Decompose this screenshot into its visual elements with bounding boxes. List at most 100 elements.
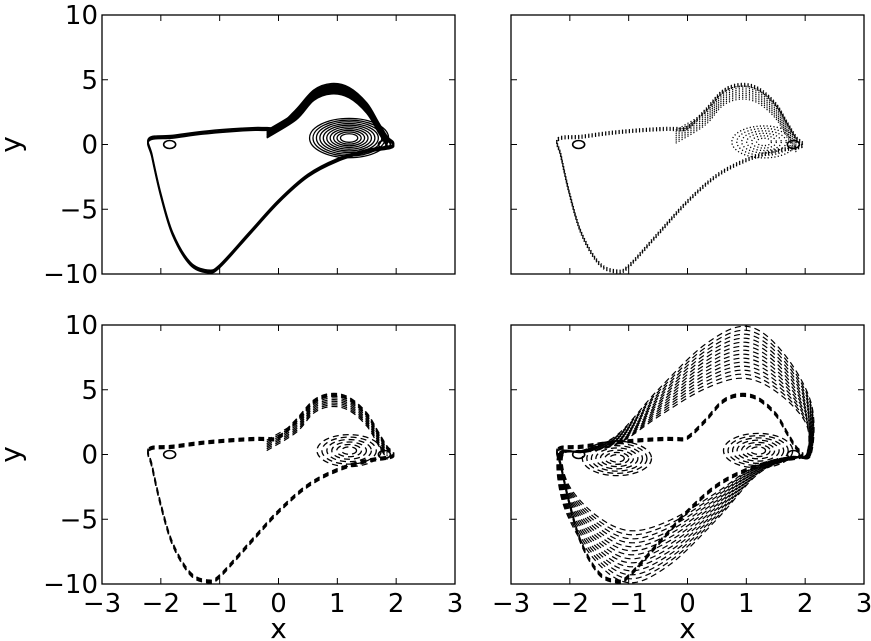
- x-tick-label: 0: [270, 589, 287, 619]
- attractor-main-loop: [147, 82, 395, 272]
- attractor-main-loop: [147, 394, 395, 583]
- attractor-main-loop: [556, 85, 804, 274]
- attractor-upper-ribbon: [675, 85, 797, 140]
- spiral-orbit: [731, 437, 785, 464]
- spiral-orbit: [736, 439, 780, 462]
- y-tick-label: 10: [65, 1, 98, 31]
- spiral-orbit: [731, 125, 797, 159]
- x-axis-label: x: [270, 612, 287, 641]
- spiral-orbit: [736, 127, 792, 157]
- attractor-upper-ribbon: [675, 94, 797, 149]
- spiral-orbit: [312, 119, 386, 157]
- spiral-orbit: [336, 443, 363, 458]
- spiral-orbit: [755, 137, 773, 147]
- attractor-upper-ribbon: [675, 89, 797, 144]
- spiral-orbit: [331, 441, 368, 460]
- y-tick-label: 10: [65, 311, 98, 341]
- attractor-upper-ribbon: [266, 398, 388, 454]
- x-tick-label: −3: [83, 589, 121, 619]
- attractor-main-loop: [556, 394, 804, 583]
- attractor-upper-ribbon: [675, 92, 797, 148]
- plot-frame: [510, 14, 865, 275]
- panel-top-right: [510, 14, 865, 275]
- x-tick-label: −2: [142, 589, 180, 619]
- attractor-upper-ribbon: [675, 87, 797, 142]
- spiral-orbit: [315, 121, 383, 155]
- spiral-orbit: [595, 447, 639, 470]
- spiral-orbit: [740, 441, 776, 460]
- symmetric-attractor-loop: [561, 373, 810, 536]
- attractor-main-loop: [556, 82, 804, 272]
- x-tick-label: −2: [551, 589, 589, 619]
- symmetric-attractor-loop: [558, 345, 813, 564]
- attractor-main-loop: [147, 395, 395, 584]
- y-axis-label: y: [0, 136, 27, 153]
- plot-frame: [101, 324, 456, 585]
- attractor-upper-ribbon: [266, 402, 388, 457]
- attractor-main-loop: [147, 392, 395, 582]
- spiral-orbit: [332, 129, 366, 147]
- x-tick-label: 2: [797, 589, 814, 619]
- symmetric-attractor-loop: [561, 377, 810, 532]
- y-tick-label: 5: [81, 376, 98, 406]
- spiral-orbit: [319, 122, 379, 154]
- spiral-orbit: [321, 436, 377, 465]
- spiral-orbit: [745, 444, 771, 458]
- x-tick-label: 1: [329, 589, 346, 619]
- spiral-orbit: [608, 454, 625, 463]
- attractor-upper-ribbon: [266, 400, 388, 455]
- x-tick-label: −1: [201, 589, 239, 619]
- symmetric-attractor-loop: [560, 365, 811, 544]
- trace-group: [556, 325, 815, 584]
- symmetric-attractor-loop: [557, 333, 814, 576]
- trace-group: [556, 82, 804, 274]
- attractor-main-loop: [556, 84, 804, 273]
- spiral-orbit: [326, 438, 372, 463]
- y-tick-label: −5: [60, 505, 98, 535]
- spiral-orbit: [722, 432, 794, 469]
- attractor-main-loop: [556, 392, 804, 582]
- spiral-orbit: [322, 124, 376, 152]
- attractor-main-loop: [147, 84, 395, 273]
- spiral-orbit: [746, 132, 782, 152]
- x-axis-label: x: [679, 612, 696, 641]
- attractor-main-loop: [147, 85, 395, 274]
- y-tick-label: 5: [81, 66, 98, 96]
- small-loop: [377, 449, 392, 460]
- trace-group: [147, 392, 395, 584]
- x-tick-label: −3: [492, 589, 530, 619]
- panel-bottom-right: −3 −2 −1 0 1 2 3 x: [492, 324, 871, 641]
- spiral-orbit: [581, 440, 653, 477]
- attractor-upper-ribbon: [266, 397, 388, 452]
- small-loop: [571, 139, 586, 150]
- small-loop: [571, 449, 586, 460]
- small-loop: [162, 139, 177, 150]
- small-loop: [162, 449, 177, 460]
- attractor-upper-ribbon: [266, 405, 388, 460]
- spiral-orbit: [727, 434, 789, 467]
- spiral-orbit: [590, 445, 644, 472]
- x-tick-label: 1: [738, 589, 755, 619]
- spiral-orbit: [326, 126, 373, 150]
- symmetric-attractor-loop: [559, 353, 812, 556]
- spiral-orbit: [741, 130, 787, 154]
- y-tick-label: −10: [43, 260, 98, 290]
- attractor-upper-ribbon: [266, 93, 388, 148]
- x-tick-label: 3: [447, 589, 464, 619]
- y-tick-label: 0: [81, 131, 98, 161]
- attractor-upper-ribbon: [675, 96, 797, 151]
- spiral-orbit: [339, 133, 359, 143]
- attractor-upper-ribbon: [266, 404, 388, 459]
- spiral-orbit: [586, 442, 648, 475]
- small-loop: [786, 139, 801, 150]
- panel-top-left: −10 −5 0 5 10 y: [0, 1, 456, 290]
- plot-frame: [101, 14, 456, 275]
- y-axis-label: y: [0, 446, 27, 463]
- attractor-upper-ribbon: [675, 98, 797, 153]
- symmetric-attractor-loop: [558, 349, 813, 560]
- small-loop: [377, 139, 392, 150]
- spiral-orbit: [341, 446, 358, 455]
- y-tick-label: 0: [81, 441, 98, 471]
- attractor-main-loop: [556, 395, 804, 584]
